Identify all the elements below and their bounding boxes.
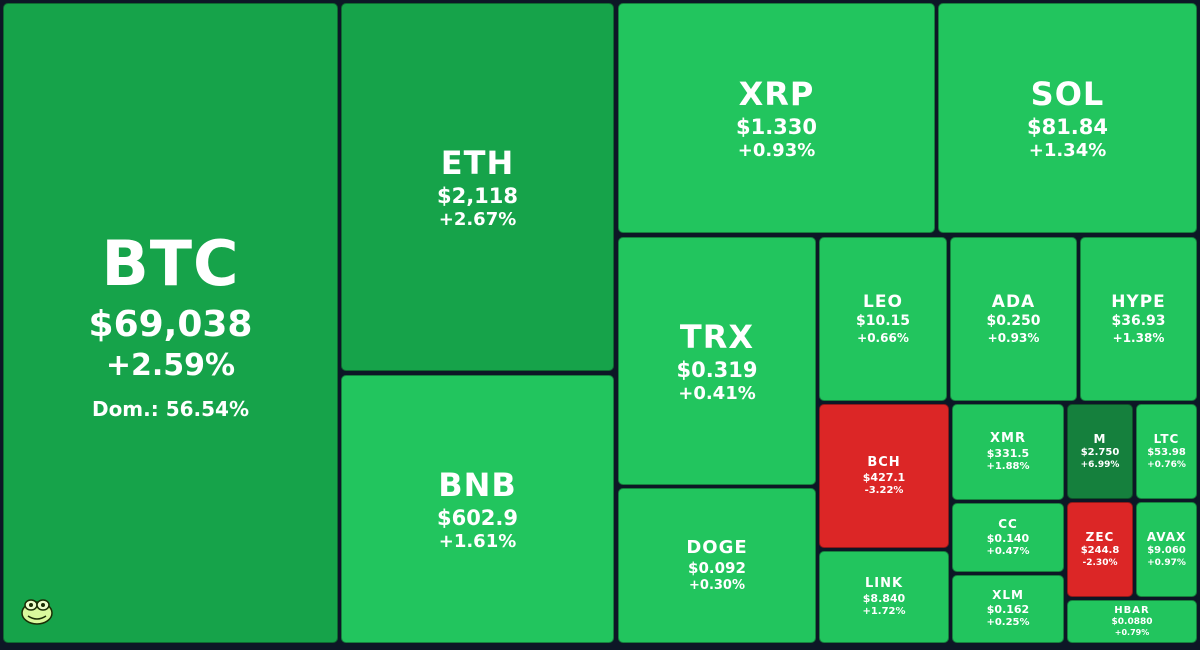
tile-ltc[interactable]: LTC $53.98 +0.76% xyxy=(1136,404,1197,499)
tile-trx[interactable]: TRX $0.319 +0.41% xyxy=(618,237,816,485)
tile-change: +1.88% xyxy=(986,460,1030,472)
tile-bnb[interactable]: BNB $602.9 +1.61% xyxy=(341,375,614,643)
tile-price: $331.5 xyxy=(986,447,1030,460)
tile-price: $10.15 xyxy=(855,313,911,330)
tile-ada[interactable]: ADA $0.250 +0.93% xyxy=(950,237,1077,401)
tile-xrp[interactable]: XRP $1.330 +0.93% xyxy=(618,3,935,233)
tile-price: $36.93 xyxy=(1111,313,1166,330)
tile-change: +1.38% xyxy=(1112,330,1165,345)
tile-price: $0.319 xyxy=(676,357,758,382)
frog-face-icon xyxy=(21,599,53,625)
tile-change: +6.99% xyxy=(1080,459,1120,470)
tile-hbar[interactable]: HBAR $0.0880 +0.79% xyxy=(1067,600,1197,643)
tile-cc[interactable]: CC $0.140 +0.47% xyxy=(952,503,1064,572)
tile-change: +0.79% xyxy=(1114,628,1150,638)
tile-leo[interactable]: LEO $10.15 +0.66% xyxy=(819,237,947,401)
tile-price: $602.9 xyxy=(436,505,519,530)
tile-change: +0.97% xyxy=(1147,557,1186,568)
tile-change: +0.93% xyxy=(987,330,1040,345)
tile-change: +2.67% xyxy=(438,208,517,230)
tile-change: +1.72% xyxy=(862,605,906,617)
tile-symbol: M xyxy=(1093,432,1107,447)
tile-doge[interactable]: DOGE $0.092 +0.30% xyxy=(618,488,816,643)
tile-price: $2,118 xyxy=(436,183,519,208)
tile-price: $0.250 xyxy=(986,313,1041,330)
tile-xlm[interactable]: XLM $0.162 +0.25% xyxy=(952,575,1064,643)
tile-price: $0.140 xyxy=(986,531,1030,545)
tile-change: -2.30% xyxy=(1082,557,1118,568)
tile-symbol: XMR xyxy=(990,430,1026,446)
tile-symbol: ZEC xyxy=(1085,530,1115,545)
tile-symbol: TRX xyxy=(679,317,755,356)
tile-price: $2.750 xyxy=(1080,447,1120,459)
tile-price: $9.060 xyxy=(1147,545,1186,557)
tile-symbol: HBAR xyxy=(1114,604,1150,616)
tile-sol[interactable]: SOL $81.84 +1.34% xyxy=(938,3,1197,233)
tile-change: -3.22% xyxy=(864,484,904,496)
tile-change: +1.34% xyxy=(1028,139,1107,161)
tile-price: $53.98 xyxy=(1147,447,1186,459)
tile-eth[interactable]: ETH $2,118 +2.67% xyxy=(341,3,614,371)
tile-xmr[interactable]: XMR $331.5 +1.88% xyxy=(952,404,1064,500)
tile-symbol: DOGE xyxy=(686,536,748,558)
tile-price: $8.840 xyxy=(862,592,906,605)
tile-symbol: BNB xyxy=(438,465,517,504)
tile-symbol: HYPE xyxy=(1111,292,1166,313)
tile-symbol: CC xyxy=(998,516,1018,531)
tile-link[interactable]: LINK $8.840 +1.72% xyxy=(819,551,949,643)
tile-symbol: ETH xyxy=(440,143,515,182)
tile-change: +0.76% xyxy=(1147,459,1186,470)
tile-symbol: AVAX xyxy=(1146,530,1187,545)
tile-hype[interactable]: HYPE $36.93 +1.38% xyxy=(1080,237,1197,401)
tile-change: +0.47% xyxy=(986,545,1030,557)
tile-symbol: SOL xyxy=(1030,74,1105,113)
tile-price: $0.162 xyxy=(986,603,1030,617)
tile-zec[interactable]: ZEC $244.8 -2.30% xyxy=(1067,502,1133,597)
tile-price: $244.8 xyxy=(1080,545,1120,557)
tile-symbol: BTC xyxy=(101,226,240,300)
tile-symbol: BCH xyxy=(867,454,901,470)
tile-price: $427.1 xyxy=(862,471,906,484)
tile-change: +0.41% xyxy=(678,382,756,404)
tile-change: +1.61% xyxy=(438,530,517,552)
tile-symbol: XLM xyxy=(992,588,1024,603)
tile-btc[interactable]: BTC $69,038 +2.59% Dom.: 56.54% xyxy=(3,3,338,643)
tile-price: $0.0880 xyxy=(1111,617,1153,628)
tile-symbol: LINK xyxy=(864,575,904,591)
tile-price: $1.330 xyxy=(735,114,818,139)
tile-symbol: XRP xyxy=(738,74,815,113)
tile-change: +0.93% xyxy=(737,139,816,161)
tile-change: +2.59% xyxy=(105,348,236,383)
tile-bch[interactable]: BCH $427.1 -3.22% xyxy=(819,404,949,548)
tile-change: +0.25% xyxy=(986,617,1030,629)
tile-m[interactable]: M $2.750 +6.99% xyxy=(1067,404,1133,499)
tile-change: +0.66% xyxy=(857,330,909,345)
tile-price: $69,038 xyxy=(88,304,253,345)
tile-price: $81.84 xyxy=(1026,114,1109,139)
tile-symbol: LEO xyxy=(863,292,903,313)
tile-price: $0.092 xyxy=(688,559,746,578)
btc-dominance: Dom.: 56.54% xyxy=(91,396,250,421)
tile-avax[interactable]: AVAX $9.060 +0.97% xyxy=(1136,502,1197,597)
tile-change: +0.30% xyxy=(689,578,745,593)
tile-symbol: ADA xyxy=(991,292,1036,313)
tile-symbol: LTC xyxy=(1153,432,1180,447)
